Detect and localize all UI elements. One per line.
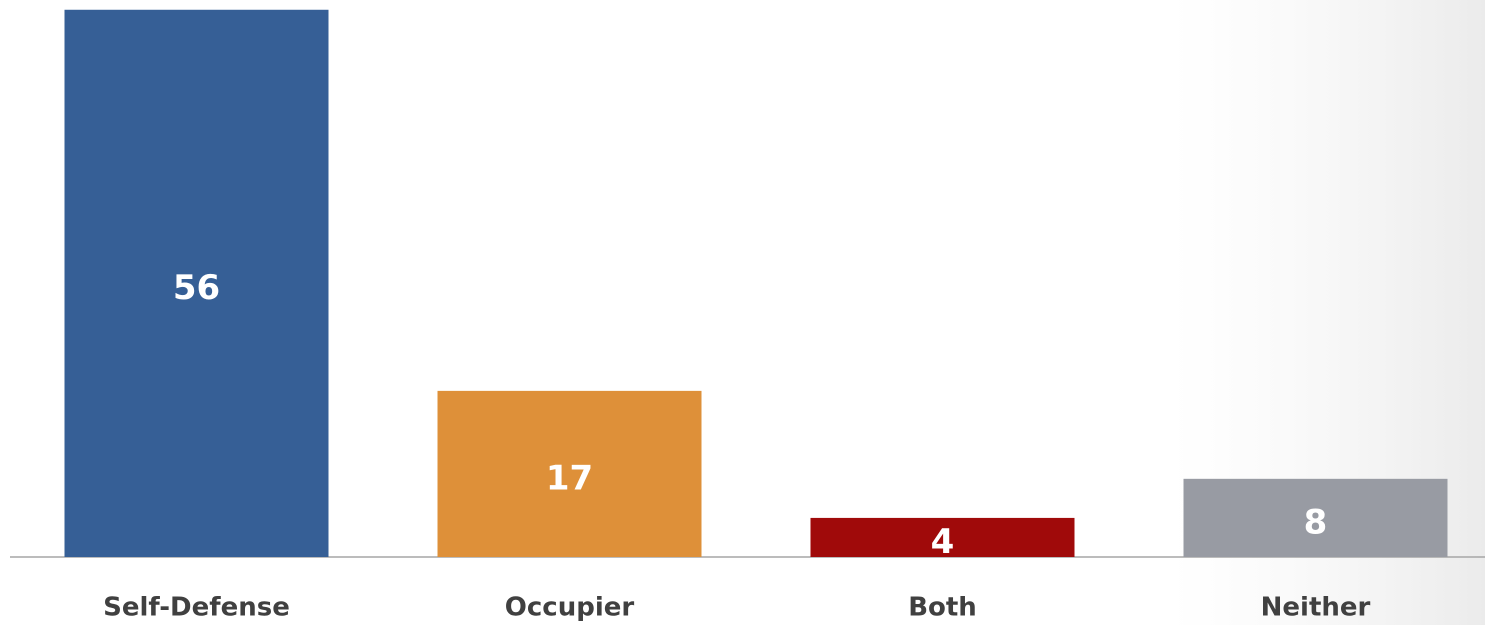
x-tick-label: Self-Defense — [103, 593, 290, 623]
x-tick-label: Neither — [1261, 593, 1371, 623]
x-tick-label: Occupier — [505, 593, 635, 623]
bar — [1183, 478, 1448, 557]
bar — [64, 9, 329, 558]
bar — [437, 390, 702, 557]
value-label: 56 — [173, 268, 220, 308]
value-label: 8 — [1304, 502, 1328, 542]
x-tick-label: Both — [908, 593, 977, 623]
value-label: 17 — [546, 458, 593, 498]
bar — [810, 517, 1075, 557]
value-label: 4 — [931, 522, 955, 562]
